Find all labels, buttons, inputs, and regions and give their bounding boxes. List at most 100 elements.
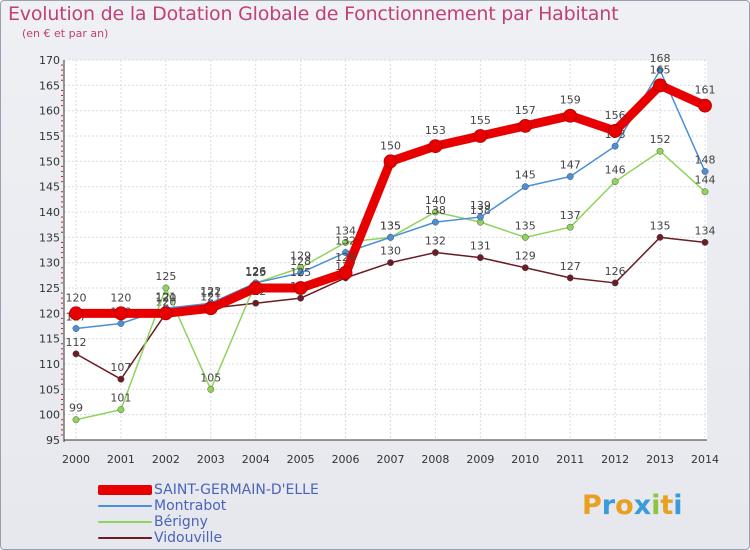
data-point-montrabot [297, 269, 305, 277]
logo-letter: i [651, 490, 661, 521]
data-label-vidouville: 126 [605, 265, 626, 278]
data-label-saint-germain-d-elle: 161 [695, 84, 716, 97]
data-label-saint-germain-d-elle: 120 [155, 291, 176, 304]
data-label-vidouville: 135 [650, 219, 671, 232]
data-label-montrabot: 145 [515, 169, 536, 182]
data-point-montrabot [72, 325, 80, 332]
data-point-saint-germain-d-elle [203, 301, 218, 316]
y-tick-label: 160 [39, 105, 60, 118]
y-tick-label: 170 [39, 54, 60, 67]
data-label-saint-germain-d-elle: 125 [290, 266, 311, 279]
data-label-saint-germain-d-elle: 121 [200, 286, 221, 299]
data-label-vidouville: 134 [695, 224, 716, 237]
data-label-b-rigny: 137 [560, 209, 581, 222]
chart-subtitle: (en € et par an) [22, 27, 109, 40]
data-point-b-rigny [611, 178, 619, 186]
legend-item-montrabot[interactable]: Montrabot [98, 498, 398, 514]
data-point-b-rigny [566, 223, 574, 231]
data-point-saint-germain-d-elle [698, 98, 712, 113]
data-point-saint-germain-d-elle [563, 108, 578, 123]
y-tick-label: 110 [39, 358, 60, 371]
data-point-montrabot [431, 218, 439, 226]
data-label-montrabot: 122 [200, 285, 221, 298]
legend-label-vidouville: Vidouville [154, 530, 223, 546]
x-tick-label: 2009 [466, 453, 494, 466]
data-point-saint-germain-d-elle [518, 118, 533, 133]
data-label-vidouville: 130 [380, 245, 401, 258]
y-tick-label: 115 [39, 333, 60, 346]
data-point-b-rigny [521, 233, 529, 241]
data-point-montrabot [476, 213, 484, 221]
data-label-montrabot: 135 [380, 219, 401, 232]
data-label-vidouville: 129 [515, 250, 536, 263]
x-tick-label: 2000 [62, 453, 90, 466]
logo-letter: t [660, 490, 674, 521]
x-tick-label: 2001 [107, 453, 135, 466]
data-label-montrabot: 128 [290, 255, 311, 268]
data-label-montrabot: 147 [560, 159, 581, 172]
y-tick-label: 100 [39, 409, 60, 422]
data-point-b-rigny [207, 385, 215, 393]
data-point-b-rigny [117, 406, 125, 414]
legend: SAINT-GERMAIN-D'ELLE Montrabot Bérigny V… [98, 482, 398, 546]
data-label-b-rigny: 101 [110, 392, 131, 405]
data-label-vidouville: 107 [110, 361, 131, 374]
data-point-saint-germain-d-elle [608, 124, 623, 138]
x-tick-label: 2003 [197, 453, 225, 466]
data-label-b-rigny: 135 [380, 219, 401, 232]
data-point-saint-germain-d-elle [428, 139, 443, 154]
logo-letter: r [601, 490, 616, 521]
x-tick-label: 2012 [601, 453, 629, 466]
x-tick-label: 2004 [242, 453, 270, 466]
y-tick-label: 150 [39, 155, 60, 168]
legend-label-montrabot: Montrabot [154, 498, 227, 514]
y-tick-label: 165 [39, 79, 60, 92]
data-point-vidouville [387, 259, 394, 267]
legend-item-berigny[interactable]: Bérigny [98, 514, 398, 530]
data-point-saint-germain-d-elle [69, 306, 83, 321]
legend-item-saint-germain[interactable]: SAINT-GERMAIN-D'ELLE [98, 482, 398, 498]
data-label-vidouville: 132 [425, 235, 446, 248]
data-label-saint-germain-d-elle: 150 [380, 139, 401, 152]
data-label-b-rigny: 129 [290, 250, 311, 263]
data-point-vidouville [252, 299, 260, 307]
logo-letter: P [582, 490, 602, 521]
data-point-saint-germain-d-elle [338, 265, 353, 280]
data-label-montrabot: 126 [245, 265, 266, 278]
legend-item-vidouville[interactable]: Vidouville [98, 530, 398, 546]
data-label-montrabot: 132 [335, 235, 356, 248]
data-point-vidouville [521, 264, 529, 272]
x-tick-label: 2006 [332, 453, 360, 466]
x-tick-label: 2007 [377, 453, 405, 466]
data-point-montrabot [701, 168, 709, 175]
data-label-saint-germain-d-elle: 159 [560, 94, 581, 107]
data-label-saint-germain-d-elle: 156 [605, 109, 626, 122]
data-point-montrabot [117, 320, 125, 327]
data-point-b-rigny [342, 238, 350, 246]
data-label-saint-germain-d-elle: 165 [650, 63, 671, 76]
data-point-vidouville [476, 254, 484, 262]
data-point-montrabot [656, 66, 664, 74]
x-tick-label: 2014 [691, 453, 719, 466]
data-point-saint-germain-d-elle [248, 281, 263, 295]
data-label-b-rigny: 146 [605, 164, 626, 177]
data-label-saint-germain-d-elle: 153 [425, 124, 446, 137]
data-point-saint-germain-d-elle [383, 154, 398, 169]
data-label-b-rigny: 99 [69, 402, 83, 415]
data-label-b-rigny: 125 [155, 270, 176, 283]
data-point-vidouville [72, 350, 80, 358]
data-point-saint-germain-d-elle [114, 306, 128, 321]
logo-letter: i [673, 490, 683, 521]
data-label-vidouville: 112 [66, 336, 87, 349]
y-tick-label: 125 [39, 282, 60, 295]
y-tick-label: 95 [46, 434, 60, 447]
y-tick-label: 105 [39, 383, 60, 396]
data-label-b-rigny: 134 [335, 224, 356, 237]
data-point-montrabot [611, 142, 619, 150]
data-label-b-rigny: 144 [695, 174, 716, 187]
data-label-saint-germain-d-elle: 125 [245, 266, 266, 279]
y-tick-label: 130 [39, 257, 60, 270]
legend-swatch-berigny [98, 521, 152, 523]
data-point-b-rigny [701, 188, 709, 196]
